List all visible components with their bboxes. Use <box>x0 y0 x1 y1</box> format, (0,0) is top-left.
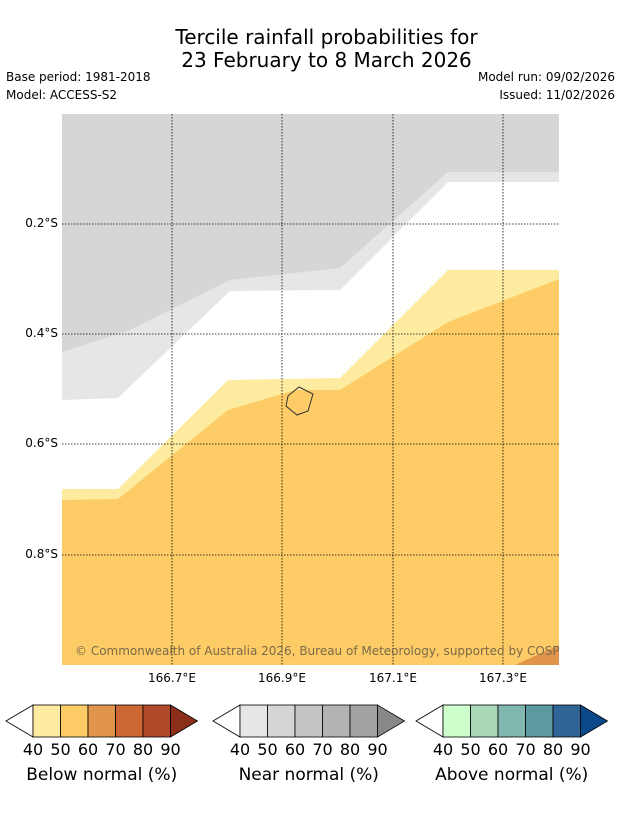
colorbar-1-cell-2 <box>267 704 296 738</box>
title-line-2: 23 February to 8 March 2026 <box>181 48 472 72</box>
colorbar-1-low-arrow <box>212 704 241 738</box>
lon-label-2: 167.1°E <box>369 671 417 685</box>
colorbar-0-low-arrow <box>5 704 34 738</box>
colorbar-1-tick-2: 60 <box>284 740 306 759</box>
colorbar-1-tick-5: 90 <box>367 740 388 759</box>
colorbar-0-cell-3 <box>87 704 116 738</box>
below-normal-mid-region <box>62 279 559 665</box>
colorbar-0-cell-2 <box>60 704 89 738</box>
issued-date: Issued: 11/02/2026 <box>499 88 615 102</box>
title-line-1: Tercile rainfall probabilities for <box>175 25 478 49</box>
colorbar-1-tick-1: 50 <box>257 740 278 759</box>
map-title: Tercile rainfall probabilities for 23 Fe… <box>0 26 621 72</box>
colorbar-1-cell-5 <box>349 704 378 738</box>
colorbar-1-cell-3 <box>294 704 323 738</box>
colorbar-2 <box>415 704 609 738</box>
colorbar-2-tick-5: 90 <box>570 740 591 759</box>
meta-left: Base period: 1981-2018 Model: ACCESS-S2 <box>6 68 151 104</box>
colorbar-2-label: Above normal (%) <box>435 765 589 785</box>
colorbar-0-tick-0: 40 <box>22 740 44 759</box>
colorbar-0-cell-4 <box>115 704 144 738</box>
colorbar-0-cell-1 <box>32 704 61 738</box>
colorbar-2-cell-3 <box>497 704 526 738</box>
colorbar-1-tick-3: 70 <box>312 740 333 759</box>
lon-label-1: 166.9°E <box>258 671 306 685</box>
colorbar-1-cell-4 <box>322 704 351 738</box>
copyright-text: © Commonwealth of Australia 2026, Bureau… <box>75 644 580 658</box>
lon-label-3: 167.3°E <box>479 671 527 685</box>
colorbar-1-cell-1 <box>239 704 268 738</box>
lat-label-3: 0.8°S <box>25 547 58 561</box>
lat-label-1: 0.4°S <box>25 326 58 340</box>
colorbar-2-cell-4 <box>525 704 554 738</box>
lat-label-0: 0.2°S <box>25 216 58 230</box>
colorbar-2-high-arrow <box>580 704 609 738</box>
colorbar-0-label: Below normal (%) <box>26 765 178 785</box>
colorbar-2-cell-5 <box>552 704 581 738</box>
colorbar-0-tick-2: 60 <box>77 740 99 759</box>
model-name: Model: ACCESS-S2 <box>6 88 118 102</box>
colorbar-1 <box>212 704 406 738</box>
base-period: Base period: 1981-2018 <box>6 70 151 84</box>
model-run: Model run: 09/02/2026 <box>477 70 615 84</box>
colorbar-1-tick-4: 80 <box>339 740 361 759</box>
colorbar-2-low-arrow <box>415 704 444 738</box>
colorbar-0 <box>5 704 199 738</box>
colorbar-0-tick-5: 90 <box>160 740 181 759</box>
colorbars <box>5 704 609 738</box>
colorbar-0-high-arrow <box>170 704 199 738</box>
colorbar-0-tick-4: 80 <box>132 740 154 759</box>
colorbar-1-high-arrow <box>377 704 406 738</box>
colorbar-2-tick-2: 60 <box>487 740 509 759</box>
map-area: © Commonwealth of Australia 2026, Bureau… <box>62 114 580 665</box>
colorbar-2-tick-0: 40 <box>432 740 454 759</box>
graticule <box>62 114 559 665</box>
colorbar-1-label: Near normal (%) <box>238 765 379 785</box>
below-normal-high-region <box>515 645 559 665</box>
colorbar-0-tick-3: 70 <box>105 740 126 759</box>
colorbar-2-cell-1 <box>442 704 471 738</box>
colorbar-2-cell-2 <box>470 704 499 738</box>
colorbar-0-tick-1: 50 <box>50 740 71 759</box>
colorbar-2-tick-1: 50 <box>460 740 481 759</box>
lat-label-2: 0.6°S <box>25 436 58 450</box>
meta-right: Model run: 09/02/2026 Issued: 11/02/2026 <box>478 68 615 104</box>
colorbar-2-tick-4: 80 <box>542 740 564 759</box>
island-outline <box>285 386 314 416</box>
colorbar-2-tick-3: 70 <box>515 740 536 759</box>
lon-label-0: 166.7°E <box>148 671 196 685</box>
colorbar-0-cell-5 <box>142 704 171 738</box>
colorbar-1-tick-0: 40 <box>229 740 251 759</box>
